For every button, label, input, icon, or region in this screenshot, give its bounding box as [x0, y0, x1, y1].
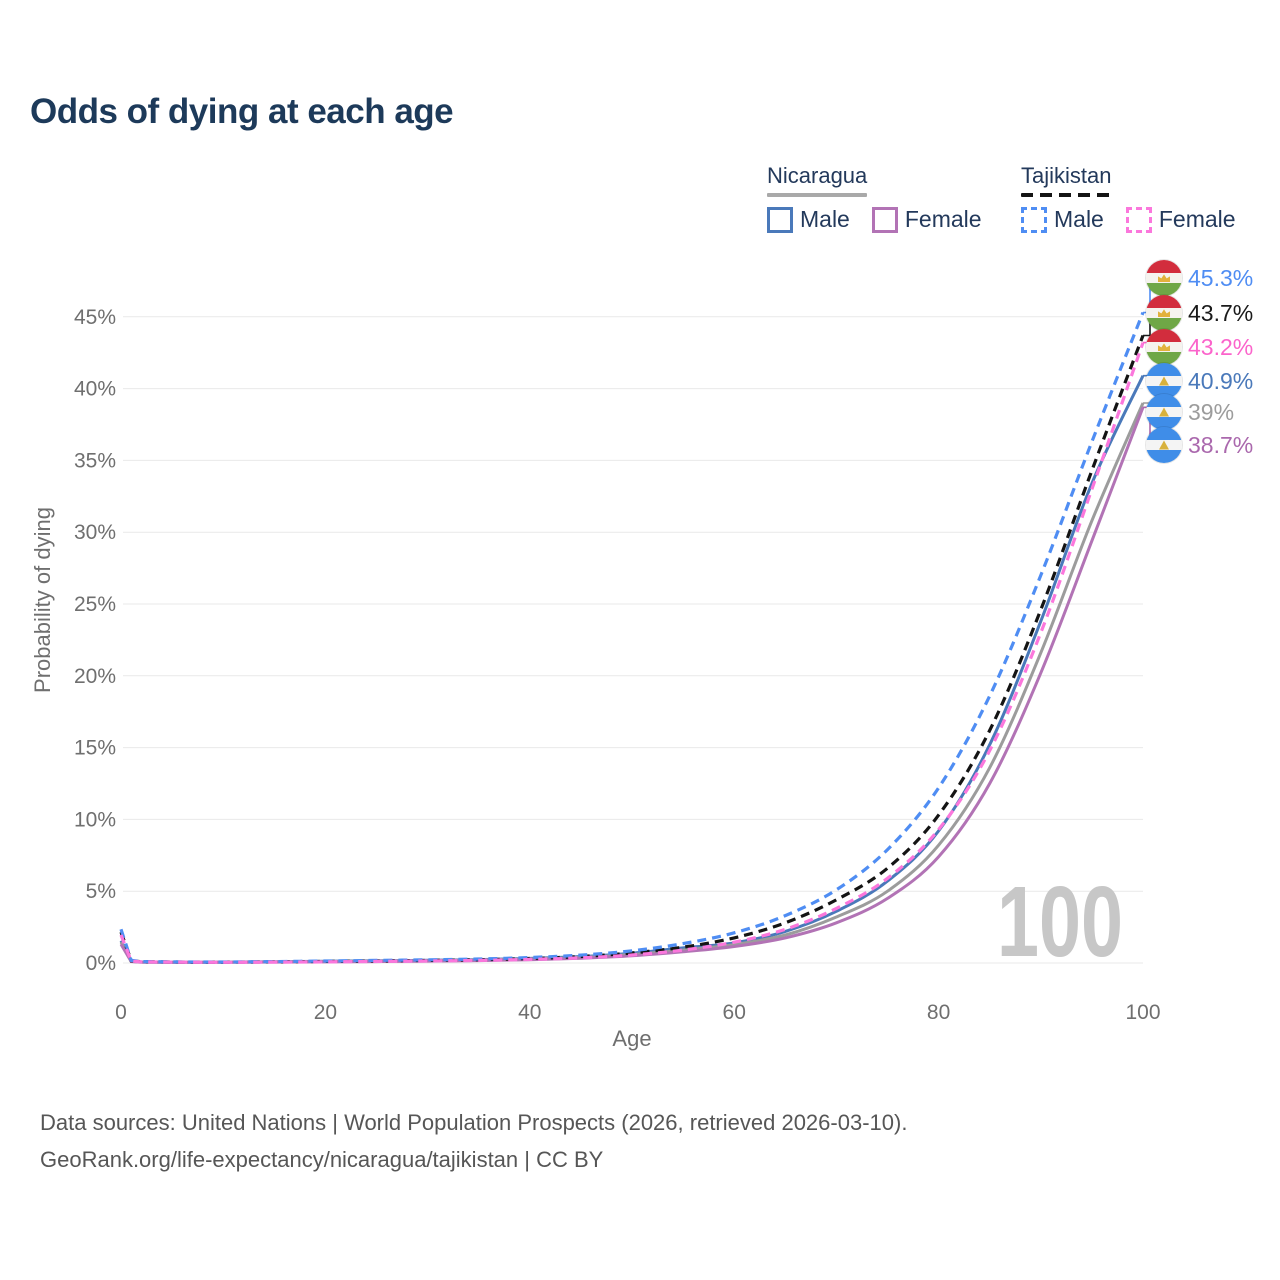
x-tick-label: 100	[1125, 1001, 1160, 1024]
y-tick-label: 35%	[74, 449, 116, 472]
legend-country-tajikistan[interactable]: Tajikistan	[1021, 163, 1112, 197]
source-line-1: Data sources: United Nations | World Pop…	[40, 1110, 908, 1135]
nicaragua-flag-emblem-icon	[1159, 440, 1169, 450]
x-tick-label: 60	[723, 1001, 746, 1024]
nicaragua-flag-icon	[1146, 394, 1182, 430]
end-value-label: 43.7%	[1188, 300, 1254, 326]
y-tick-label: 20%	[74, 665, 116, 688]
legend-group-tajikistan: Tajikistan Male Female	[1021, 163, 1236, 233]
x-tick-label: 20	[314, 1001, 337, 1024]
nicaragua-male-swatch-icon	[767, 206, 793, 233]
tajikistan-flag-icon	[1146, 329, 1182, 365]
y-tick-label: 25%	[74, 593, 116, 616]
end-value-label: 43.2%	[1188, 334, 1254, 360]
series-line-tajikistan-female[interactable]	[119, 342, 1145, 964]
legend-item-label: Female	[1158, 206, 1236, 232]
y-tick-label: 30%	[74, 521, 116, 544]
y-tick-label: 10%	[74, 808, 116, 831]
source-text: Data sources: United Nations | World Pop…	[40, 1104, 907, 1178]
x-axis-title: Age	[612, 1026, 652, 1051]
legend-item-nicaragua-male[interactable]: Male	[767, 206, 850, 233]
hover-age-watermark: 100	[997, 866, 1123, 978]
tajikistan-line-style-sample	[1021, 193, 1112, 197]
legend-country-tajikistan-label: Tajikistan	[1021, 163, 1112, 188]
legend-country-nicaragua-label: Nicaragua	[767, 163, 868, 188]
end-value-label: 40.9%	[1188, 368, 1254, 394]
tajikistan-flag-emblem-icon	[1158, 309, 1170, 317]
nicaragua-flag-icon	[1146, 363, 1182, 399]
tajikistan-flag-emblem-icon	[1158, 274, 1170, 282]
end-value-label: 38.7%	[1188, 432, 1254, 458]
nicaragua-female-swatch-icon	[871, 206, 898, 233]
legend-item-label: Male	[1054, 206, 1104, 232]
y-tick-label: 15%	[74, 737, 116, 760]
legend-item-label: Female	[904, 206, 982, 232]
tajikistan-flag-emblem-icon	[1158, 343, 1170, 351]
series-line-tajikistan-both[interactable]	[119, 334, 1145, 964]
legend-country-nicaragua[interactable]: Nicaragua	[767, 163, 868, 197]
tajikistan-flag-icon	[1146, 260, 1182, 296]
nicaragua-flag-emblem-icon	[1159, 376, 1169, 386]
y-tick-label: 0%	[86, 952, 116, 975]
y-tick-label: 45%	[74, 306, 116, 329]
tajikistan-male-swatch-icon	[1021, 206, 1047, 233]
series-line-tajikistan-male[interactable]	[119, 311, 1145, 964]
end-value-label: 45.3%	[1188, 265, 1254, 291]
x-tick-label: 0	[115, 1001, 127, 1024]
y-tick-label: 40%	[74, 378, 116, 401]
y-tick-label: 5%	[86, 880, 116, 903]
series-line-nicaragua-both[interactable]	[119, 402, 1145, 964]
tajikistan-flag-icon	[1146, 295, 1182, 331]
end-value-label: 39%	[1188, 399, 1235, 425]
nicaragua-flag-emblem-icon	[1159, 407, 1169, 417]
legend-item-nicaragua-female[interactable]: Female	[871, 206, 982, 233]
y-axis-title: Probability of dying	[30, 507, 55, 693]
legend-item-label: Male	[800, 206, 850, 232]
legend-item-tajikistan-female[interactable]: Female	[1125, 206, 1236, 233]
page-title: Odds of dying at each age	[30, 92, 454, 131]
nicaragua-line-style-sample	[767, 193, 868, 197]
x-tick-label: 40	[518, 1001, 541, 1024]
series-line-nicaragua-female[interactable]	[119, 406, 1145, 964]
tajikistan-female-swatch-icon	[1125, 206, 1152, 233]
series-line-nicaragua-male[interactable]	[119, 375, 1145, 964]
legend-item-tajikistan-male[interactable]: Male	[1021, 206, 1104, 233]
nicaragua-flag-icon	[1146, 427, 1182, 463]
legend-group-nicaragua: Nicaragua Male Female	[767, 163, 982, 233]
x-tick-label: 80	[927, 1001, 950, 1024]
source-line-2: GeoRank.org/life-expectancy/nicaragua/ta…	[40, 1147, 604, 1172]
